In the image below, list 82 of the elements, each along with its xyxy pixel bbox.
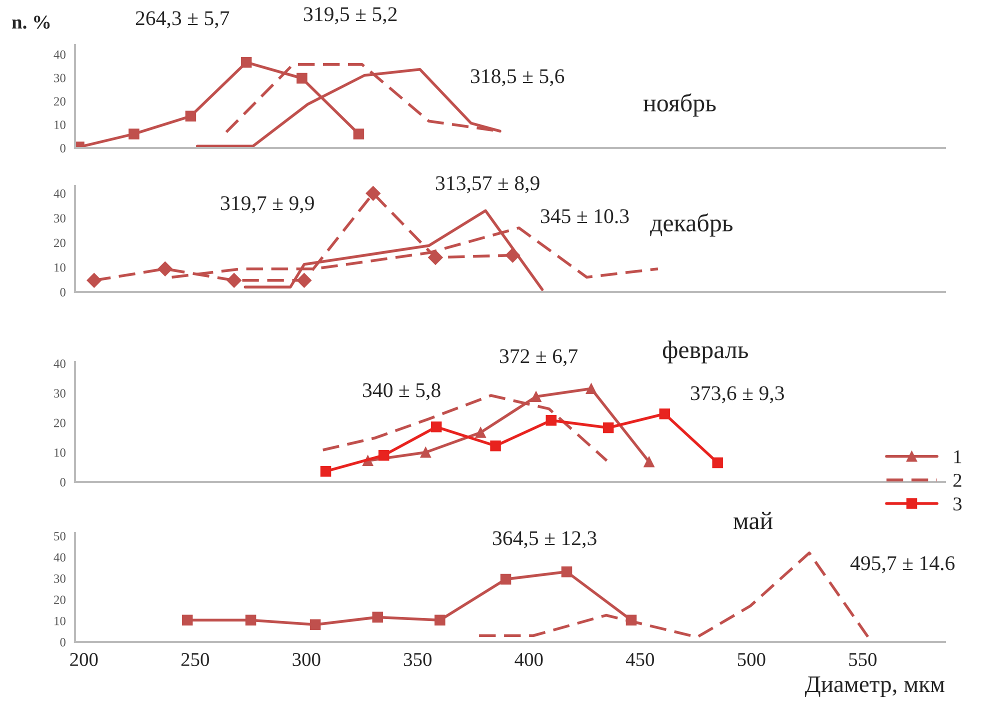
annotation: 318,5 ± 5,6 xyxy=(470,69,564,86)
chart-title: май xyxy=(734,512,773,530)
x-tick-label: 250 xyxy=(181,652,209,666)
x-tick-label: 350 xyxy=(404,652,432,666)
point xyxy=(546,414,557,426)
point xyxy=(226,273,242,288)
y-tick-label: 0 xyxy=(60,478,66,486)
point xyxy=(378,450,390,461)
y-tick-label: 20 xyxy=(54,97,66,106)
point xyxy=(475,427,486,438)
point xyxy=(240,56,252,68)
point xyxy=(712,457,723,468)
y-tick-label: 30 xyxy=(54,214,66,223)
x-tick-label: 200 xyxy=(70,652,98,666)
x-tick-label: 300 xyxy=(292,652,320,666)
y-tick-label: 10 xyxy=(54,616,66,626)
point xyxy=(310,619,321,630)
y-tick-label: 30 xyxy=(54,389,66,398)
annotation: 364,5 ± 12,3 xyxy=(492,531,596,548)
point xyxy=(182,614,193,626)
point xyxy=(245,614,256,626)
annotation: 373,6 ± 9,3 xyxy=(690,386,784,404)
y-tick-label: 50 xyxy=(54,532,66,540)
text: 319,5 ± 5,2 xyxy=(304,7,397,24)
y-tick-label: 20 xyxy=(54,596,66,604)
text: 264,3 ± 5,7 xyxy=(136,11,230,28)
legend-label: 2 xyxy=(953,474,962,487)
y-tick-label: 0 xyxy=(60,638,66,646)
point xyxy=(353,128,364,140)
text: декабрь xyxy=(650,213,733,237)
point xyxy=(296,72,308,84)
x-axis-title: Диаметр, мкм xyxy=(804,676,944,698)
point xyxy=(320,466,332,477)
y-tick-label: 30 xyxy=(54,574,66,583)
annotation: 495,7 ± 14.6 xyxy=(850,556,955,574)
x-tick-label: 500 xyxy=(738,652,766,666)
annotation: 340 ± 5,8 xyxy=(362,383,440,400)
legend-label: 1 xyxy=(954,450,962,464)
point xyxy=(420,446,432,458)
annotation: 319,7 ± 9,9 xyxy=(220,196,314,214)
point xyxy=(430,422,442,432)
point xyxy=(428,250,443,265)
point xyxy=(505,248,520,263)
y-tick-label: 20 xyxy=(54,238,66,248)
x-tick-label: 550 xyxy=(849,652,877,666)
legend-label: 3 xyxy=(954,497,962,511)
y-tick-label: 40 xyxy=(54,50,66,59)
point xyxy=(490,440,501,452)
y-tick-label: 0 xyxy=(60,144,66,152)
chart-title: февраль xyxy=(662,340,748,364)
y-tick-label: 10 xyxy=(54,448,66,457)
point xyxy=(626,614,637,626)
y-tick-label: 0 xyxy=(60,288,66,296)
y-axis-title: n. % xyxy=(12,16,50,29)
point xyxy=(366,186,381,201)
point xyxy=(86,273,102,288)
text: ноябрь xyxy=(643,93,716,117)
point xyxy=(185,110,196,122)
point xyxy=(586,383,597,394)
point xyxy=(659,408,670,420)
y-tick-label: 20 xyxy=(54,418,66,428)
point xyxy=(158,261,173,276)
annotation: 313,57 ± 8,9 xyxy=(436,176,540,194)
y-tick-label: 40 xyxy=(54,360,66,368)
point xyxy=(372,612,383,623)
x-tick-label: 400 xyxy=(514,652,543,666)
annotation: 372 ± 6,7 xyxy=(500,349,578,366)
point xyxy=(644,456,654,468)
point xyxy=(434,614,446,626)
y-tick-label: 30 xyxy=(54,74,66,82)
point xyxy=(296,273,312,288)
point xyxy=(530,391,542,402)
annotation: 345 ± 10.3 xyxy=(540,209,629,224)
y-tick-label: 40 xyxy=(54,553,66,562)
point xyxy=(128,128,140,140)
point xyxy=(561,566,572,578)
x-tick-label: 450 xyxy=(626,652,654,666)
y-tick-label: 40 xyxy=(54,189,66,198)
point xyxy=(500,574,512,585)
y-tick-label: 10 xyxy=(54,120,66,130)
point xyxy=(602,422,614,434)
y-tick-label: 10 xyxy=(54,263,66,272)
